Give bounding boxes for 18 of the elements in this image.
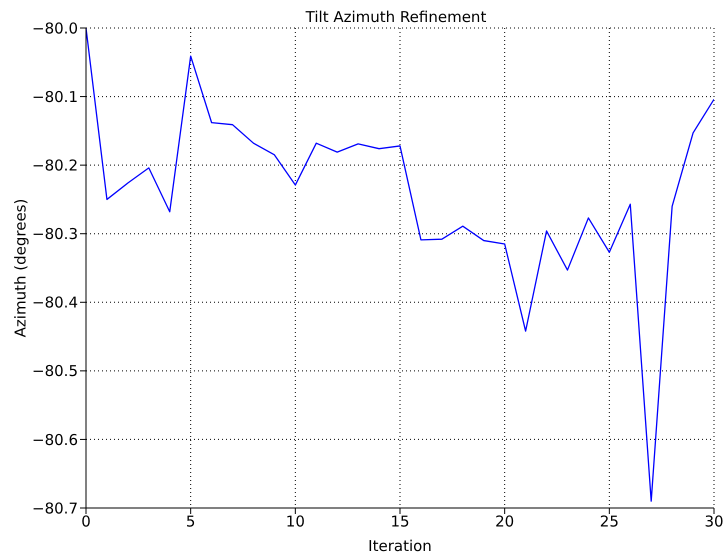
y-tick-label: −80.3 <box>32 225 78 244</box>
y-tick-label: −80.1 <box>32 88 78 106</box>
y-tick-label: −80.6 <box>32 430 78 449</box>
x-tick-label: 15 <box>390 512 410 531</box>
chart-title: Tilt Azimuth Refinement <box>304 8 488 26</box>
y-tick-label: −80.4 <box>32 294 78 312</box>
x-tick-label: 25 <box>600 512 619 531</box>
x-tick-label: 30 <box>704 512 724 531</box>
y-tick-label: −80.2 <box>32 156 78 174</box>
x-axis-title: Iteration <box>368 537 432 555</box>
y-tick-label: −80.7 <box>32 499 78 518</box>
x-tick-label: 10 <box>286 512 305 531</box>
y-axis-title: Azimuth (degrees) <box>11 198 30 338</box>
x-tick-label: 20 <box>495 512 514 531</box>
y-tick-label: −80.0 <box>32 19 78 38</box>
x-tick-label: 5 <box>186 512 196 531</box>
y-tick-label: −80.5 <box>32 362 78 380</box>
x-tick-label: 0 <box>81 512 91 531</box>
